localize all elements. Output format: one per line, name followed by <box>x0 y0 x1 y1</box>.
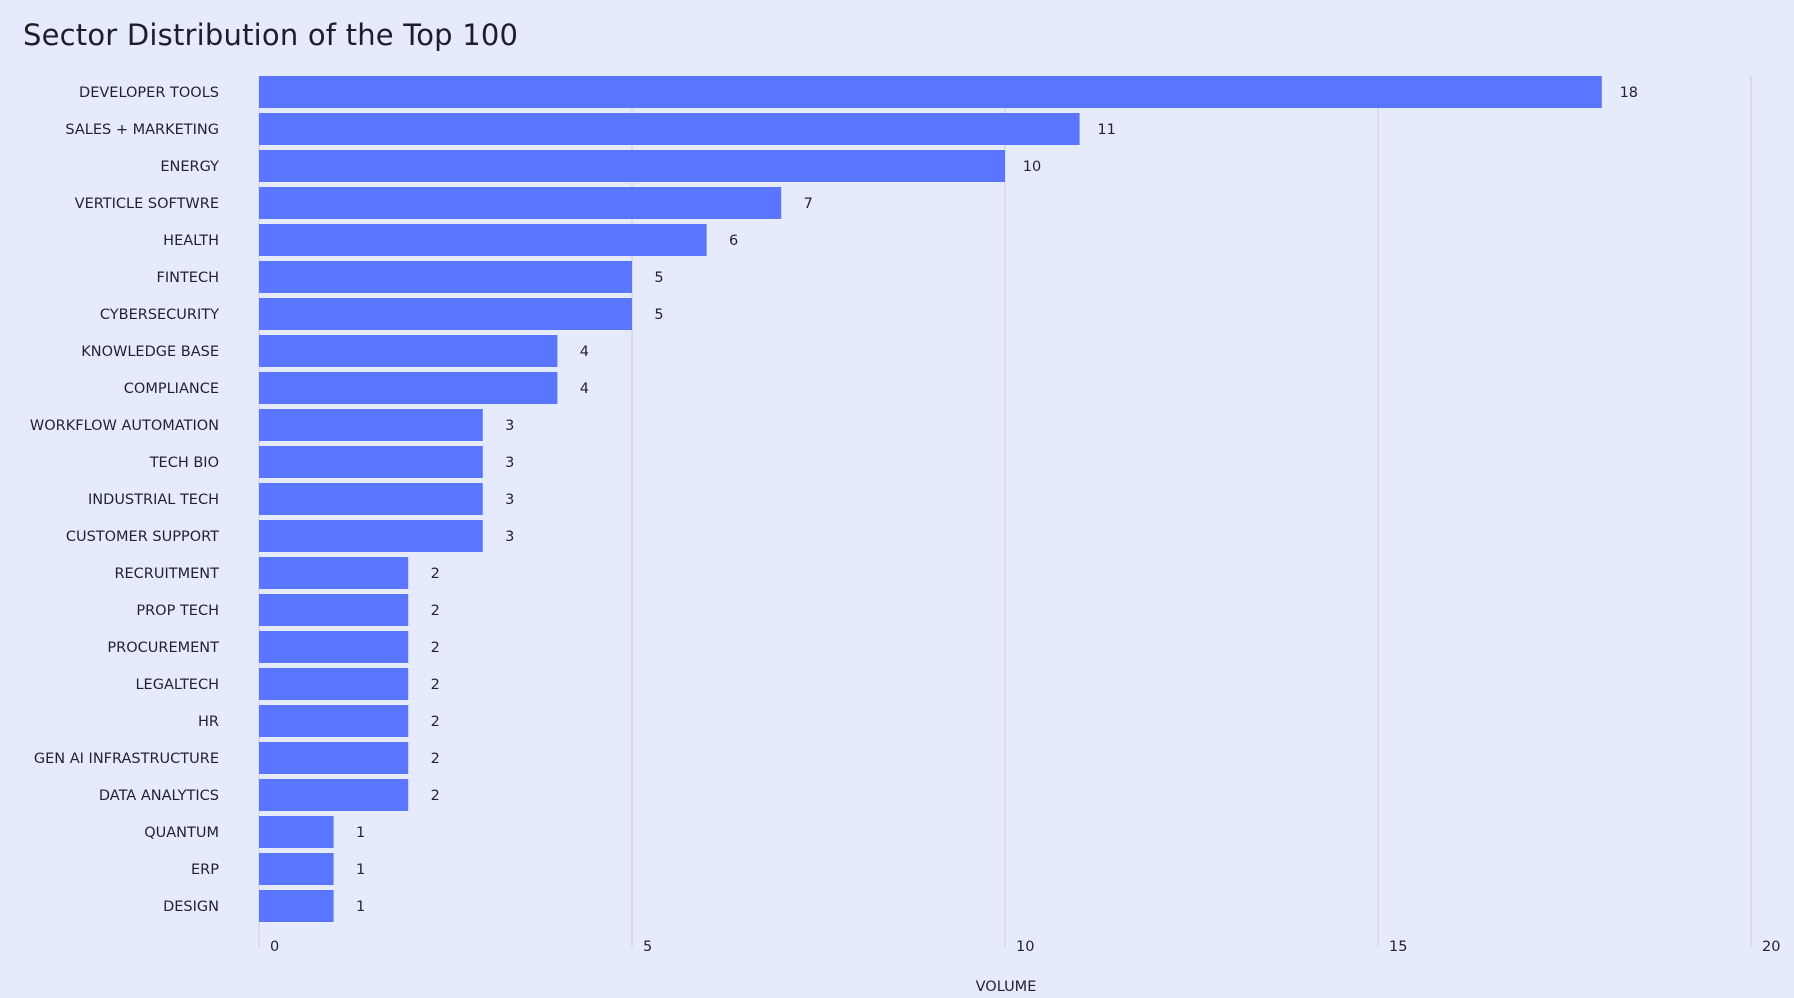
value-label-sales-marketing: 11 <box>1097 122 1115 138</box>
category-label-hr: HR <box>198 714 219 730</box>
category-label-workflow-automation: WORKFLOW AUTOMATION <box>30 418 219 434</box>
value-label-hr: 2 <box>431 714 440 730</box>
value-label-knowledge-base: 4 <box>580 344 589 360</box>
bar-workflow-automation <box>259 409 483 441</box>
value-label-quantum: 1 <box>356 825 365 841</box>
category-label-legaltech: LEGALTECH <box>135 677 219 693</box>
x-tick-label-15: 15 <box>1389 939 1407 955</box>
bar-recruitment <box>259 557 409 589</box>
bar-gen-ai-infrastructure <box>259 742 409 774</box>
bar-procurement <box>259 631 409 663</box>
bar-legaltech <box>259 668 409 700</box>
category-labels: DEVELOPER TOOLS SALES + MARKETING ENERGY VE… <box>30 85 219 915</box>
value-label-procurement: 2 <box>431 640 440 656</box>
bar-quantum <box>259 816 334 848</box>
category-label-customer-support: CUSTOMER SUPPORT <box>66 529 219 545</box>
category-label-verticle-softwre: VERTICLE SOFTWRE <box>75 196 219 212</box>
bar-energy <box>259 150 1005 182</box>
x-axis-title: VOLUME <box>976 979 1037 995</box>
bar-industrial-tech <box>259 483 483 515</box>
value-label-tech-bio: 3 <box>505 455 514 471</box>
value-label-workflow-automation: 3 <box>505 418 514 434</box>
category-label-quantum: QUANTUM <box>144 825 219 841</box>
category-label-developer-tools: DEVELOPER TOOLS <box>79 85 219 101</box>
bar-compliance <box>259 372 558 404</box>
category-label-tech-bio: TECH BIO <box>149 455 219 471</box>
category-label-health: HEALTH <box>163 233 219 249</box>
bar-design <box>259 890 334 922</box>
category-label-procurement: PROCUREMENT <box>107 640 219 656</box>
category-label-fintech: FINTECH <box>156 270 219 286</box>
category-label-compliance: COMPLIANCE <box>124 381 219 397</box>
value-label-data-analytics: 2 <box>431 788 440 804</box>
value-label-erp: 1 <box>356 862 365 878</box>
bar-verticle-softwre <box>259 187 782 219</box>
value-label-gen-ai-infrastructure: 2 <box>431 751 440 767</box>
bar-developer-tools <box>259 76 1602 108</box>
bar-prop-tech <box>259 594 409 626</box>
bar-customer-support <box>259 520 483 552</box>
bar-cybersecurity <box>259 298 632 330</box>
category-label-industrial-tech: INDUSTRIAL TECH <box>88 492 219 508</box>
value-label-verticle-softwre: 7 <box>804 196 813 212</box>
value-label-design: 1 <box>356 899 365 915</box>
bar-sales-marketing <box>259 113 1080 145</box>
bar-knowledge-base <box>259 335 558 367</box>
value-label-cybersecurity: 5 <box>654 307 663 323</box>
x-tick-label-5: 5 <box>643 939 652 955</box>
bar-hr <box>259 705 409 737</box>
category-label-energy: ENERGY <box>160 159 219 175</box>
value-label-industrial-tech: 3 <box>505 492 514 508</box>
category-label-knowledge-base: KNOWLEDGE BASE <box>81 344 219 360</box>
x-tick-label-20: 20 <box>1762 939 1780 955</box>
x-tick-label-0: 0 <box>270 939 279 955</box>
value-label-energy: 10 <box>1023 159 1041 175</box>
bar-tech-bio <box>259 446 483 478</box>
bars <box>259 76 1602 922</box>
chart-title: Sector Distribution of the Top 100 <box>23 18 519 52</box>
value-label-prop-tech: 2 <box>431 603 440 619</box>
x-tick-label-10: 10 <box>1016 939 1034 955</box>
value-label-customer-support: 3 <box>505 529 514 545</box>
category-label-sales-marketing: SALES + MARKETING <box>65 122 219 138</box>
category-label-data-analytics: DATA ANALYTICS <box>99 788 219 804</box>
value-label-legaltech: 2 <box>431 677 440 693</box>
x-axis-ticks: 0 5 10 15 20 <box>270 939 1780 955</box>
value-label-compliance: 4 <box>580 381 589 397</box>
category-label-recruitment: RECRUITMENT <box>114 566 219 582</box>
value-label-recruitment: 2 <box>431 566 440 582</box>
category-label-erp: ERP <box>191 862 219 878</box>
value-label-health: 6 <box>729 233 738 249</box>
category-label-gen-ai-infrastructure: GEN AI INFRASTRUCTURE <box>34 751 219 767</box>
value-label-fintech: 5 <box>654 270 663 286</box>
bar-data-analytics <box>259 779 409 811</box>
bar-fintech <box>259 261 632 293</box>
category-label-cybersecurity: CYBERSECURITY <box>100 307 219 323</box>
category-label-prop-tech: PROP TECH <box>136 603 219 619</box>
category-label-design: DESIGN <box>163 899 219 915</box>
bar-erp <box>259 853 334 885</box>
value-label-developer-tools: 18 <box>1620 85 1638 101</box>
bar-health <box>259 224 707 256</box>
